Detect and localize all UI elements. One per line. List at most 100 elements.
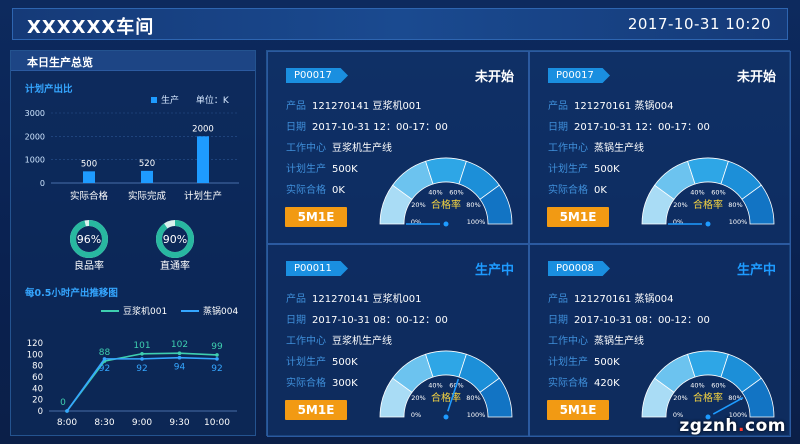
ring-progress	[70, 220, 108, 258]
5m1e-button[interactable]: 5M1E	[285, 400, 347, 420]
center-label: 工作中心	[286, 143, 326, 154]
series-value-label: 99	[211, 342, 223, 352]
gauge-tick-label: 40%	[690, 189, 704, 197]
line-y-tick: 20	[32, 396, 43, 406]
gauge-hub	[443, 221, 449, 227]
5m1e-button[interactable]: 5M1E	[547, 207, 609, 227]
gauge-label: 合格率	[693, 198, 723, 211]
plan-row: 计划生产 500K	[548, 353, 620, 368]
center-row: 工作中心 蒸锅生产线	[548, 139, 644, 154]
series-point	[65, 409, 69, 413]
series-point	[177, 351, 182, 356]
bar-category-label: 实际完成	[128, 190, 167, 202]
gauge-tick-label: 0%	[411, 411, 421, 419]
series-value-label: 88	[99, 348, 111, 358]
plan-ratio-title: 计划产出比	[25, 84, 73, 95]
product-value: 121270141 豆浆机001	[312, 294, 422, 305]
gauge-needle	[712, 397, 744, 415]
pass-rate-gauge: 0%20%40%60%80%100%合格率	[641, 350, 775, 420]
line-y-tick: 120	[27, 339, 43, 349]
gauge-tick-label: 60%	[449, 189, 463, 197]
line-y-tick: 60	[32, 373, 43, 383]
bar-y-tick: 0	[40, 179, 45, 188]
bar-y-tick: 1000	[25, 156, 45, 165]
actual-value: 300K	[332, 378, 358, 389]
plan-label: 计划生产	[286, 357, 326, 368]
trend-title: 每0.5小时产出推移图	[25, 288, 118, 299]
product-label: 产品	[548, 101, 568, 112]
ring-label: 良品率	[74, 259, 104, 272]
product-value: 121270161 蒸锅004	[574, 101, 674, 112]
product-row: 产品 121270141 豆浆机001	[286, 290, 422, 305]
bar-value-label: 520	[139, 159, 155, 169]
actual-row: 实际合格 0K	[286, 181, 345, 196]
series-value-label: 92	[99, 364, 110, 374]
product-value: 121270161 蒸锅004	[574, 294, 674, 305]
gauge-hub	[443, 414, 449, 420]
actual-label: 实际合格	[286, 378, 326, 389]
product-row: 产品 121270161 蒸锅004	[548, 97, 674, 112]
pass-rate-gauge: 0%20%40%60%80%100%合格率	[379, 157, 513, 227]
product-label: 产品	[286, 294, 306, 305]
watermark-suffix: com	[745, 416, 786, 436]
product-label: 产品	[548, 294, 568, 305]
gauge-tick-label: 20%	[673, 394, 687, 402]
line-x-tick: 9:00	[132, 418, 152, 428]
gauge-tick-label: 80%	[728, 394, 742, 402]
date-row: 日期 2017-10-31 12：00-17：00	[548, 118, 710, 133]
product-row: 产品 121270141 豆浆机001	[286, 97, 422, 112]
product-value: 121270141 豆浆机001	[312, 101, 422, 112]
plan-label: 计划生产	[548, 164, 588, 175]
bar-category-label: 实际合格	[70, 190, 109, 202]
gauge-tick-label: 40%	[428, 189, 442, 197]
legend-label-1: 豆浆机001	[123, 305, 167, 317]
date-value: 2017-10-31 08：00-12：00	[312, 315, 448, 326]
gauge-tick-label: 0%	[673, 411, 683, 419]
gauge-needle	[447, 378, 460, 412]
gauge-label: 合格率	[431, 391, 461, 404]
center-value: 豆浆机生产线	[332, 143, 392, 154]
gauge-hub	[705, 221, 711, 227]
gauge-segment	[741, 184, 775, 225]
daily-summary-panel: 本日生产总览 计划产出比 生产 单位：K 3000 2000 1000 0 500 实际合…	[10, 50, 256, 436]
5m1e-button[interactable]: 5M1E	[547, 400, 609, 420]
order-code-tag: P00017	[286, 68, 348, 83]
gauge-label: 合格率	[431, 198, 461, 211]
actual-value: 420K	[594, 378, 620, 389]
gauge-tick-label: 0%	[673, 218, 683, 226]
gauge-tick-label: 20%	[411, 394, 425, 402]
ring-value: 96%	[77, 233, 101, 246]
center-label: 工作中心	[548, 336, 588, 347]
product-label: 产品	[286, 101, 306, 112]
gauge-tick-label: 20%	[411, 201, 425, 209]
actual-row: 实际合格 300K	[286, 374, 358, 389]
plan-row: 计划生产 500K	[286, 353, 358, 368]
bar-value-label: 2000	[192, 124, 214, 134]
date-label: 日期	[286, 122, 306, 133]
gauge-segment	[479, 377, 513, 418]
gauge-tick-label: 60%	[711, 382, 725, 390]
line-y-tick: 80	[32, 362, 43, 372]
center-label: 工作中心	[286, 336, 326, 347]
series-point	[215, 357, 219, 361]
actual-row: 实际合格 420K	[548, 374, 620, 389]
5m1e-button[interactable]: 5M1E	[285, 207, 347, 227]
watermark: zgznh.com	[679, 416, 786, 436]
series-point	[177, 355, 182, 360]
series-line-1	[66, 352, 218, 412]
plan-value: 500K	[594, 357, 620, 368]
gauge-label: 合格率	[693, 391, 723, 404]
gauge-tick-label: 80%	[728, 201, 742, 209]
series-value-label: 0	[60, 398, 66, 408]
series-point	[140, 351, 144, 356]
pass-rate-gauge: 0%20%40%60%80%100%合格率	[641, 157, 775, 227]
series-value-label: 92	[211, 364, 222, 374]
date-label: 日期	[548, 315, 568, 326]
work-order-card: P00008 生产中 产品 121270161 蒸锅004 日期 2017-10-31 0…	[529, 244, 791, 437]
pass-rate-gauge: 0%20%40%60%80%100%合格率	[379, 350, 513, 420]
series-value-label: 101	[133, 341, 150, 351]
order-code-tag: P00017	[548, 68, 610, 83]
legend-swatch	[151, 97, 157, 103]
series-point	[215, 353, 219, 357]
